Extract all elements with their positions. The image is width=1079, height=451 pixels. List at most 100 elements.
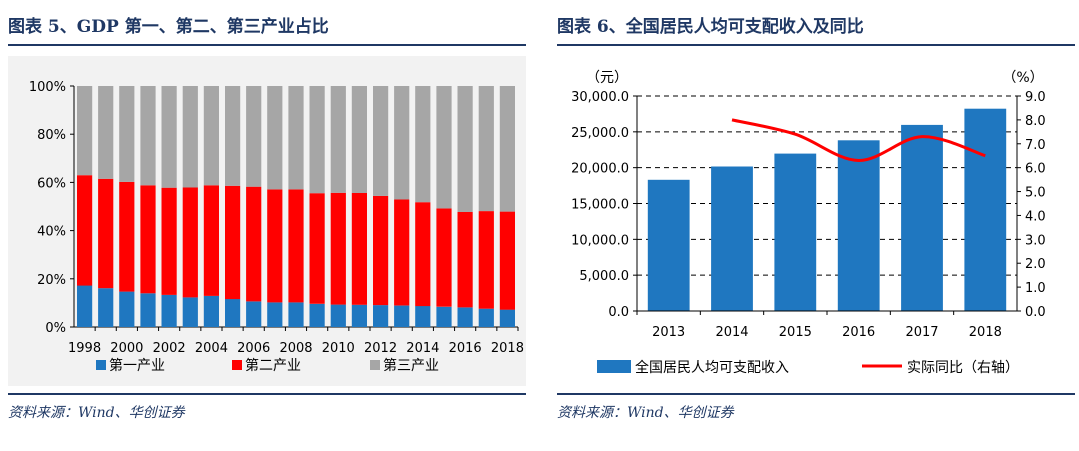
income-bar <box>711 166 753 311</box>
gdp-share-chart: 0% 20% 40% 60% 80% 100% 1998 2000 2002 2004 2006 20… <box>29 80 524 374</box>
bar-segment <box>499 309 515 327</box>
legend-swatch <box>597 360 631 373</box>
figure-5-title: 图表 5、GDP 第一、第二、第三产业占比 <box>8 17 329 37</box>
x-tick-label: 2013 <box>652 325 685 340</box>
x-tick-label: 2002 <box>153 341 186 356</box>
bar-segment <box>457 86 473 212</box>
bar-segment <box>478 308 494 327</box>
bar-segment <box>415 202 431 307</box>
bar-segment <box>436 208 452 307</box>
income-bar <box>774 153 817 311</box>
source-divider <box>8 393 526 395</box>
income-chart: （元） （%） 0.0 5,000.0 10,000.0 15,000.0 20,000.0… <box>571 70 1046 376</box>
bar-segment <box>373 195 389 306</box>
title-divider <box>557 44 1075 46</box>
bar-segment <box>373 305 389 327</box>
x-tick-label: 2017 <box>905 325 938 340</box>
x-tick-label: 2016 <box>842 325 875 340</box>
legend-swatch <box>370 360 380 370</box>
bar-segment <box>98 178 114 289</box>
legend-label: 实际同比（右轴） <box>907 360 1019 376</box>
x-tick-label: 2016 <box>449 341 482 356</box>
bar-segment <box>203 86 219 186</box>
bar-segment <box>457 307 473 327</box>
bar-segment <box>499 211 515 310</box>
y-tick-label: 100% <box>29 80 66 95</box>
x-tick-label: 2006 <box>237 341 270 356</box>
source-divider <box>557 393 1075 395</box>
bar-segment <box>182 297 198 327</box>
y-right-tick-label: 0.0 <box>1025 305 1046 320</box>
y-tick-label: 0.0 <box>608 305 629 320</box>
y-tick-label: 5,000.0 <box>579 269 629 284</box>
bar-segment <box>203 185 219 296</box>
bar-segment <box>77 175 93 286</box>
x-tick-label: 2004 <box>195 341 228 356</box>
bar-segment <box>436 306 452 327</box>
income-bar <box>837 140 880 311</box>
bar-segment <box>309 86 325 194</box>
x-tick-label: 2018 <box>969 325 1002 340</box>
bar-segment <box>119 181 135 292</box>
bar-segment <box>309 303 325 327</box>
bar-segment <box>394 86 410 200</box>
figure-5-panel: 图表 5、GDP 第一、第二、第三产业占比 0% 20% 40% 60% 80% 100%… <box>0 0 530 451</box>
bar-segment <box>225 185 241 300</box>
gdp-share-chart-area: 0% 20% 40% 60% 80% 100% 1998 2000 2002 2004 2006 20… <box>8 56 526 386</box>
y-tick-label: 30,000.0 <box>571 90 629 105</box>
bar-segment <box>394 199 410 306</box>
y-tick-label: 20% <box>37 273 66 288</box>
bar-segment <box>373 86 389 196</box>
bar-segment <box>246 186 262 302</box>
bar-segment <box>499 86 515 212</box>
bar-segment <box>225 86 241 186</box>
bar-segment <box>182 86 198 188</box>
y-tick-label: 15,000.0 <box>571 198 629 213</box>
bar-segment <box>267 302 283 327</box>
bar-segment <box>288 302 304 327</box>
x-tick-label: 1998 <box>68 341 101 356</box>
x-tick-label: 2018 <box>491 341 524 356</box>
x-tick-label: 2012 <box>364 341 397 356</box>
bar-segment <box>140 293 156 327</box>
x-tick-label: 2014 <box>406 341 439 356</box>
bar-segment <box>478 86 494 212</box>
bar-segment <box>98 288 114 327</box>
bar-segment <box>330 304 346 327</box>
income-bar <box>964 108 1007 311</box>
bar-segment <box>246 86 262 187</box>
legend-swatch <box>96 360 106 370</box>
bar-segment <box>288 189 304 303</box>
bar-segment <box>330 192 346 305</box>
bar-segment <box>478 211 494 309</box>
y-tick-label: 0% <box>45 321 66 336</box>
income-bar <box>901 124 943 312</box>
y-tick-label: 40% <box>37 225 66 240</box>
title-divider <box>8 44 526 46</box>
legend-label: 第二产业 <box>245 357 301 374</box>
bar-segment <box>161 86 177 188</box>
figure-6-source: 资料来源：Wind、华创证券 <box>557 405 734 421</box>
bar-segment <box>161 187 177 295</box>
bar-segment <box>351 193 367 305</box>
bar-segment <box>140 185 156 294</box>
bar-segment <box>203 295 219 327</box>
bar-segment <box>225 299 241 327</box>
y-right-tick-label: 5.0 <box>1025 186 1046 201</box>
y-right-tick-label: 4.0 <box>1025 209 1046 224</box>
income-bar <box>647 179 690 311</box>
bar-segment <box>182 187 198 298</box>
bar-segment <box>436 86 452 209</box>
bar-segment <box>98 86 114 179</box>
bar-segment <box>267 86 283 190</box>
bar-segment <box>457 212 473 308</box>
y-tick-label: 10,000.0 <box>571 233 629 248</box>
bar-segment <box>119 291 135 327</box>
bar-segment <box>77 285 93 327</box>
y-right-tick-label: 1.0 <box>1025 281 1046 296</box>
x-tick-label: 2008 <box>279 341 312 356</box>
bar-segment <box>246 301 262 327</box>
y-right-tick-label: 6.0 <box>1025 162 1046 177</box>
x-tick-label: 2010 <box>322 341 355 356</box>
bar-segment <box>351 86 367 193</box>
